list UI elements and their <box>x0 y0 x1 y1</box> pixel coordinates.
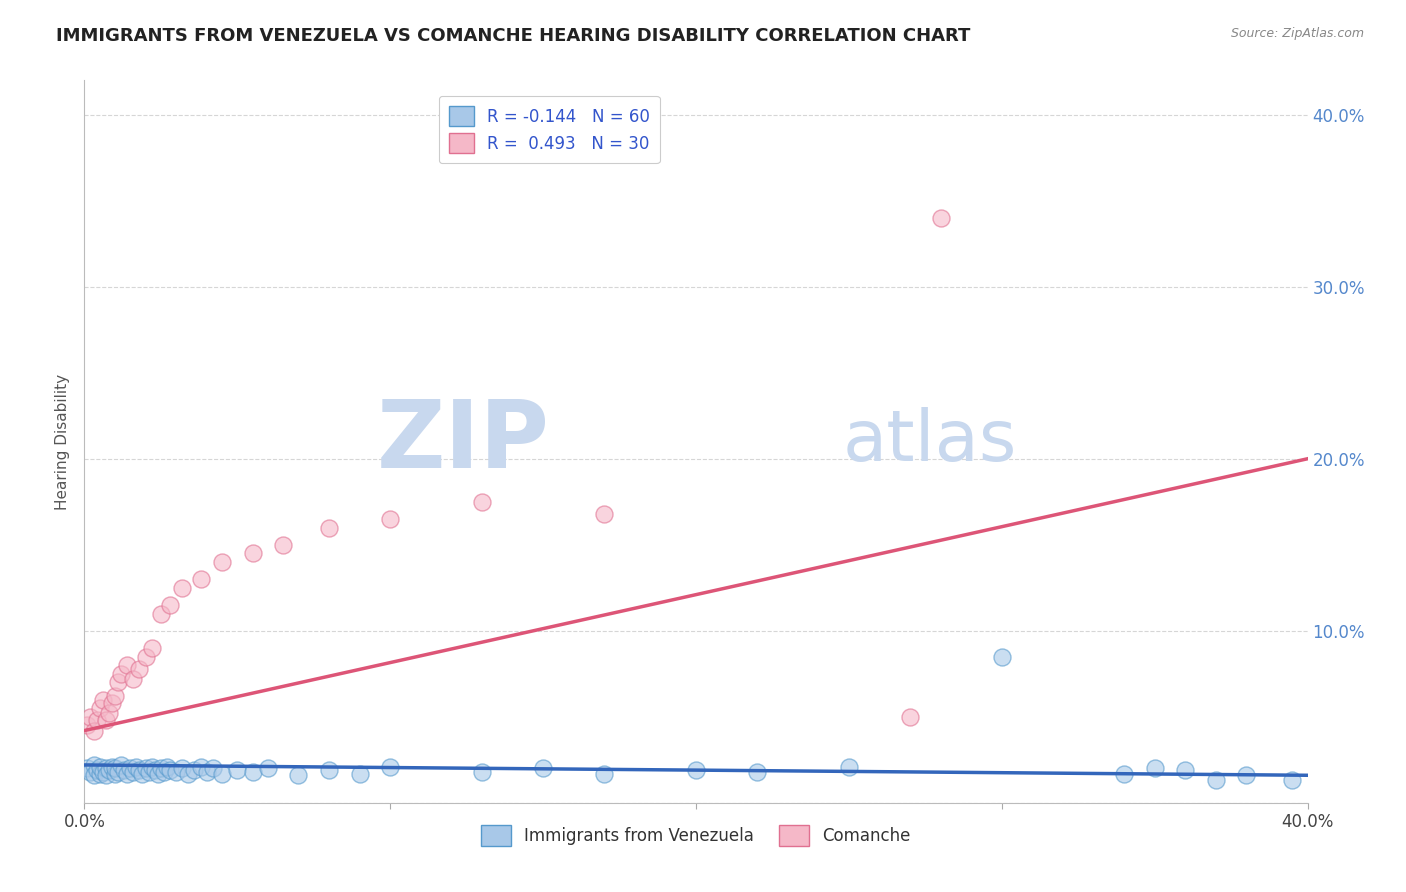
Point <box>89 766 111 780</box>
Text: ZIP: ZIP <box>377 395 550 488</box>
Point <box>190 760 212 774</box>
Point <box>149 761 172 775</box>
Point <box>101 760 124 774</box>
Point <box>838 760 860 774</box>
Point <box>211 555 233 569</box>
Point <box>79 764 101 779</box>
Point <box>159 598 181 612</box>
Point <box>94 761 117 775</box>
Point <box>201 761 224 775</box>
Point <box>380 512 402 526</box>
Point <box>318 763 340 777</box>
Point <box>79 710 101 724</box>
Text: IMMIGRANTS FROM VENEZUELA VS COMANCHE HEARING DISABILITY CORRELATION CHART: IMMIGRANTS FROM VENEZUELA VS COMANCHE HE… <box>56 27 970 45</box>
Point <box>747 764 769 779</box>
Point <box>257 761 280 775</box>
Point <box>183 763 205 777</box>
Point <box>107 675 129 690</box>
Point <box>1143 761 1166 775</box>
Point <box>195 764 218 779</box>
Point <box>143 763 166 777</box>
Point <box>898 710 921 724</box>
Point <box>91 764 114 779</box>
Point <box>177 766 200 780</box>
Point <box>141 760 163 774</box>
Point <box>104 689 127 703</box>
Point <box>287 768 309 782</box>
Point <box>1281 773 1303 788</box>
Point <box>101 696 124 710</box>
Point <box>929 211 952 225</box>
Point <box>120 761 142 775</box>
Point <box>153 764 176 779</box>
Point <box>97 763 120 777</box>
Point <box>110 758 132 772</box>
Point <box>89 760 111 774</box>
Point <box>211 766 233 780</box>
Point <box>76 718 98 732</box>
Point <box>83 758 105 772</box>
Point <box>125 760 148 774</box>
Point <box>135 761 157 775</box>
Point <box>190 572 212 586</box>
Point <box>115 766 138 780</box>
Text: Source: ZipAtlas.com: Source: ZipAtlas.com <box>1230 27 1364 40</box>
Point <box>128 662 150 676</box>
Point <box>149 607 172 621</box>
Point <box>97 706 120 721</box>
Point <box>1114 766 1136 780</box>
Point <box>685 763 707 777</box>
Point <box>1205 773 1227 788</box>
Point <box>83 723 105 738</box>
Point <box>86 763 108 777</box>
Text: atlas: atlas <box>842 407 1017 476</box>
Point <box>107 764 129 779</box>
Point <box>104 766 127 780</box>
Point <box>89 701 111 715</box>
Point <box>242 764 264 779</box>
Point <box>1174 763 1197 777</box>
Legend: Immigrants from Venezuela, Comanche: Immigrants from Venezuela, Comanche <box>474 819 918 852</box>
Point <box>156 760 179 774</box>
Point <box>593 507 616 521</box>
Point <box>122 672 145 686</box>
Point <box>349 766 371 780</box>
Y-axis label: Hearing Disability: Hearing Disability <box>55 374 70 509</box>
Point <box>991 649 1014 664</box>
Point <box>110 666 132 681</box>
Point <box>271 538 294 552</box>
Point <box>172 761 194 775</box>
Point <box>83 768 105 782</box>
Point <box>146 766 169 780</box>
Point <box>86 713 108 727</box>
Point <box>380 760 402 774</box>
Point <box>138 764 160 779</box>
Point <box>242 546 264 560</box>
Point <box>131 766 153 780</box>
Point <box>226 763 249 777</box>
Point <box>94 713 117 727</box>
Point <box>159 763 181 777</box>
Point <box>94 768 117 782</box>
Point <box>128 763 150 777</box>
Point <box>91 692 114 706</box>
Point <box>318 520 340 534</box>
Point <box>122 764 145 779</box>
Point <box>141 640 163 655</box>
Point <box>593 766 616 780</box>
Point <box>1236 768 1258 782</box>
Point <box>471 494 494 508</box>
Point <box>471 764 494 779</box>
Point <box>115 658 138 673</box>
Point <box>165 764 187 779</box>
Point <box>104 761 127 775</box>
Point <box>172 581 194 595</box>
Point <box>135 649 157 664</box>
Point <box>112 763 135 777</box>
Point <box>76 761 98 775</box>
Point <box>531 761 554 775</box>
